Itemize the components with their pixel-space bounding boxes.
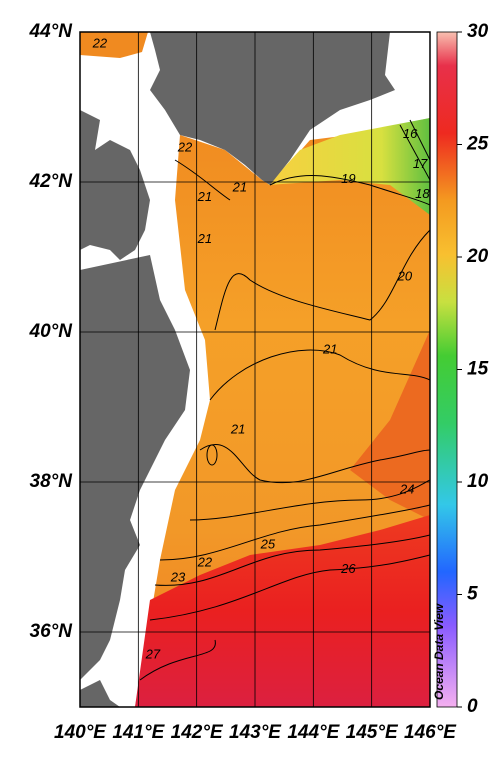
contour [149, 554, 430, 621]
contour-label: 22 [92, 35, 108, 50]
y-tick-label: 42°N [29, 171, 74, 192]
contour-label: 25 [260, 536, 276, 551]
contours [139, 119, 430, 681]
contour-label: 27 [145, 647, 161, 662]
contour [269, 175, 430, 206]
sea [80, 32, 148, 58]
x-tick-label: 145°E [346, 722, 399, 743]
contour [189, 479, 430, 521]
contour-label: 21 [197, 231, 212, 246]
contour-label: 16 [403, 126, 418, 141]
colorbar-tick-label: 30 [467, 21, 489, 42]
contour [209, 349, 430, 401]
x-tick-label: 146°E [404, 722, 457, 743]
contour-label: 17 [413, 156, 428, 171]
contour [139, 639, 216, 681]
contour-labels: 22 22 21 21 21 19 16 17 18 20 21 21 24 25 22 23 26 27 [92, 35, 430, 662]
colorbar-tick-label: 25 [466, 134, 489, 155]
contour-label: 23 [170, 569, 186, 584]
land [80, 110, 150, 260]
y-tick-label: 44°N [29, 21, 74, 42]
colorbar-tick-label: 20 [466, 246, 489, 267]
contour-label: 20 [397, 269, 413, 284]
frame [79, 31, 431, 708]
contour-label: 21 [322, 341, 337, 356]
x-tick-label: 144°E [287, 722, 340, 743]
contour-label: 18 [415, 186, 430, 201]
contour-label: 21 [230, 422, 245, 437]
land [80, 680, 120, 707]
x-tick-label: 141°E [112, 722, 165, 743]
colorbar-tick-label: 15 [467, 359, 489, 380]
colorbar-tick-label: 5 [467, 584, 478, 605]
contour-label: 26 [340, 561, 356, 576]
y-tick-label: 40°N [29, 321, 74, 342]
contour-label: 22 [197, 554, 213, 569]
x-tick-label: 142°E [171, 722, 224, 743]
contour-label: 24 [399, 482, 414, 497]
sea [268, 118, 430, 215]
x-tick-label: 143°E [229, 722, 282, 743]
contour-label: 19 [341, 171, 355, 186]
map-body: 22 22 21 21 21 19 16 17 18 20 21 21 24 25 22 23 26 27 [80, 32, 430, 707]
y-tick-label: 36°N [30, 621, 74, 642]
land [80, 255, 190, 680]
colorbar-tick-label: 0 [467, 696, 478, 717]
contour-label: 21 [197, 189, 212, 204]
y-tick-label: 38°N [30, 471, 74, 492]
contour [206, 444, 218, 466]
sea [135, 515, 430, 707]
x-tick-label: 140°E [54, 722, 107, 743]
colorbar-tick-label: 10 [467, 471, 489, 492]
sea [350, 330, 430, 520]
contour [399, 119, 430, 181]
contour-label: 21 [232, 179, 247, 194]
contour [199, 443, 430, 484]
grid [80, 32, 430, 707]
land [150, 32, 395, 185]
contour [154, 534, 430, 586]
contour-label: 22 [177, 140, 193, 155]
contour [214, 229, 430, 331]
watermark: Ocean Data View [432, 603, 446, 700]
